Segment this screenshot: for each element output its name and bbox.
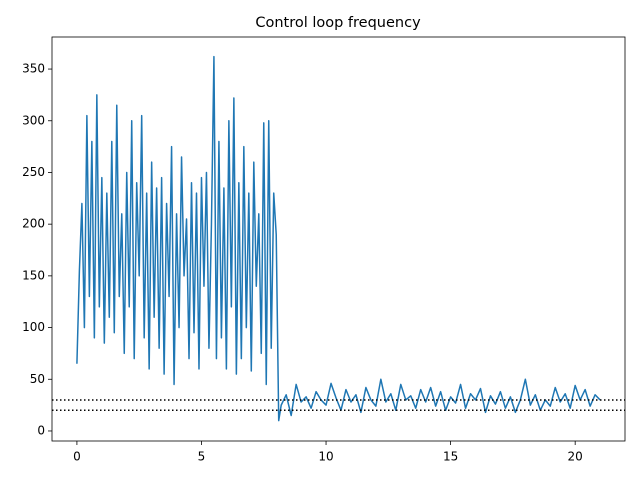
y-tick-label: 250	[22, 165, 45, 179]
y-tick-label: 200	[22, 217, 45, 231]
axes-frame	[51, 36, 626, 442]
chart-title: Control loop frequency	[255, 15, 421, 31]
y-tick-label: 0	[37, 423, 45, 437]
x-tick-label: 10	[318, 450, 333, 464]
line-series	[76, 55, 601, 422]
x-tick-label: 0	[73, 450, 81, 464]
y-tick-label: 150	[22, 268, 45, 282]
x-tick-label: 5	[198, 450, 206, 464]
y-tick-label: 50	[30, 372, 45, 386]
y-tick-label: 350	[22, 62, 45, 76]
x-tick-label: 15	[443, 450, 458, 464]
y-tick-label: 300	[22, 113, 45, 127]
x-tick-label: 20	[568, 450, 583, 464]
y-tick-label: 100	[22, 320, 45, 334]
